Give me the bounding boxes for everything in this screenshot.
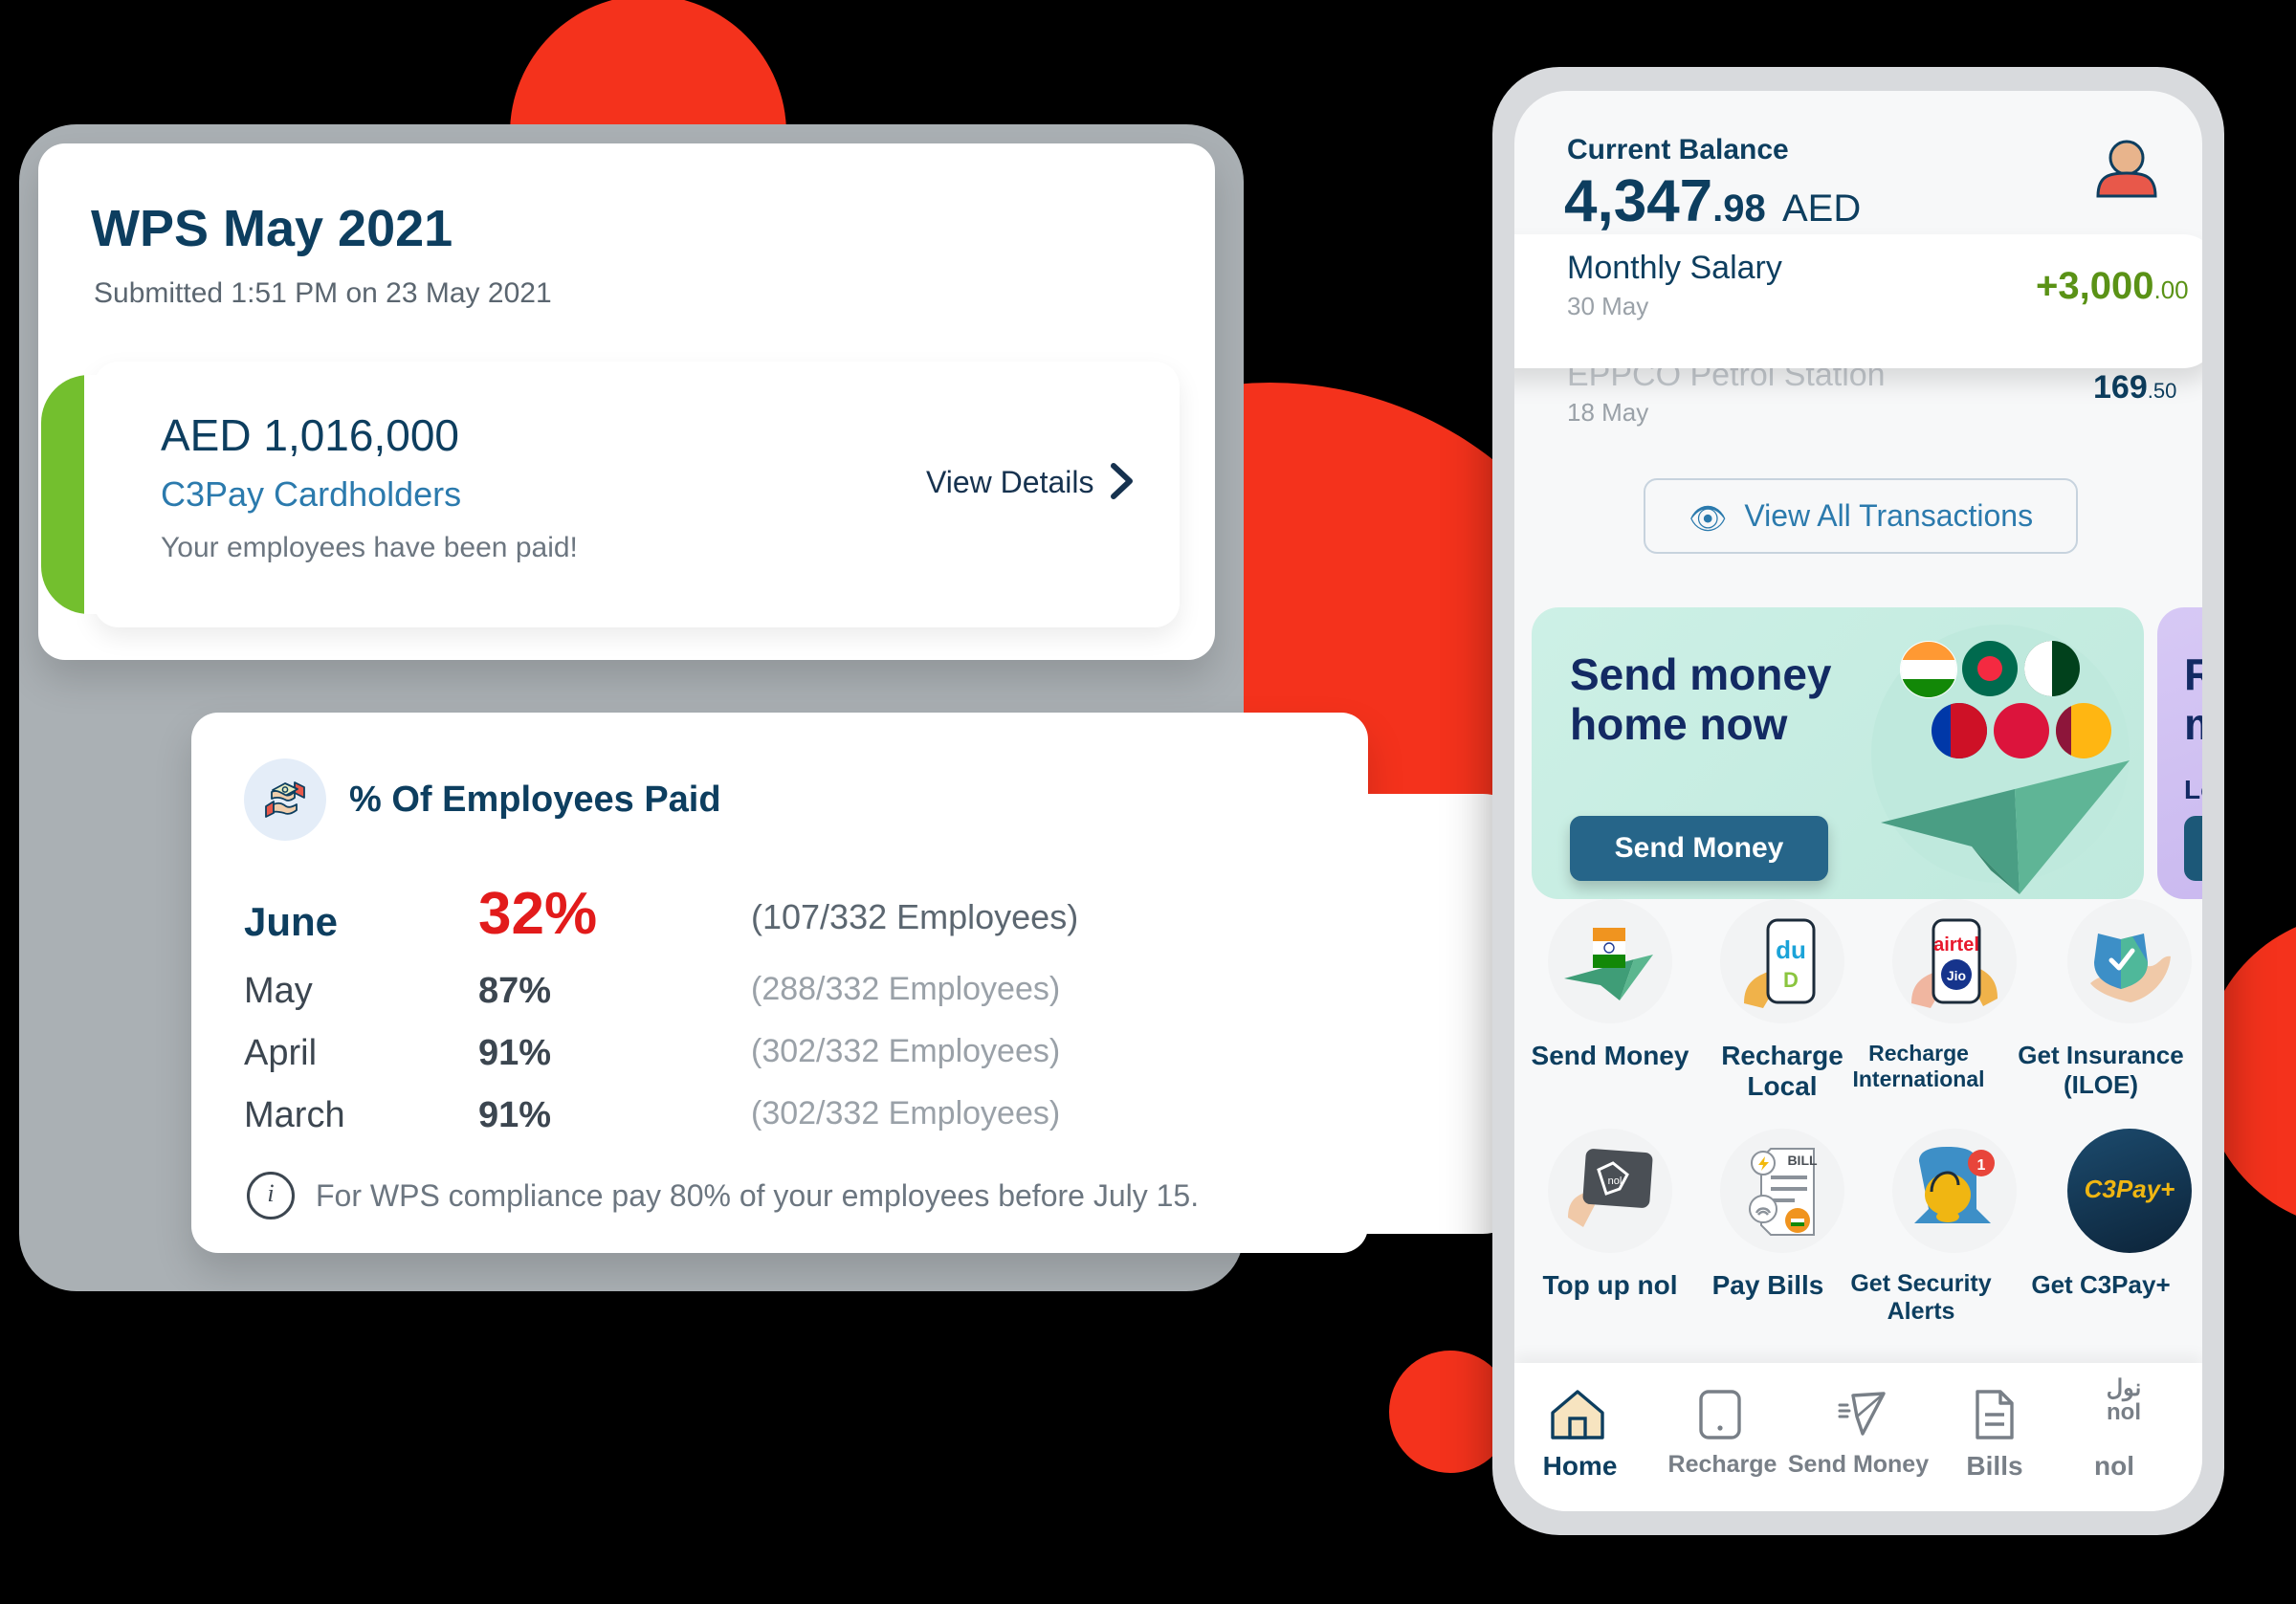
svg-text:D: D (1783, 968, 1799, 992)
svg-text:Jio: Jio (1947, 968, 1966, 983)
svg-text:airtel: airtel (1933, 934, 1979, 956)
svg-text:du: du (1776, 935, 1806, 964)
svg-text:1: 1 (1977, 1157, 1986, 1174)
svg-text:BILL: BILL (1787, 1153, 1818, 1168)
svg-text:nol: nol (1608, 1176, 1623, 1187)
